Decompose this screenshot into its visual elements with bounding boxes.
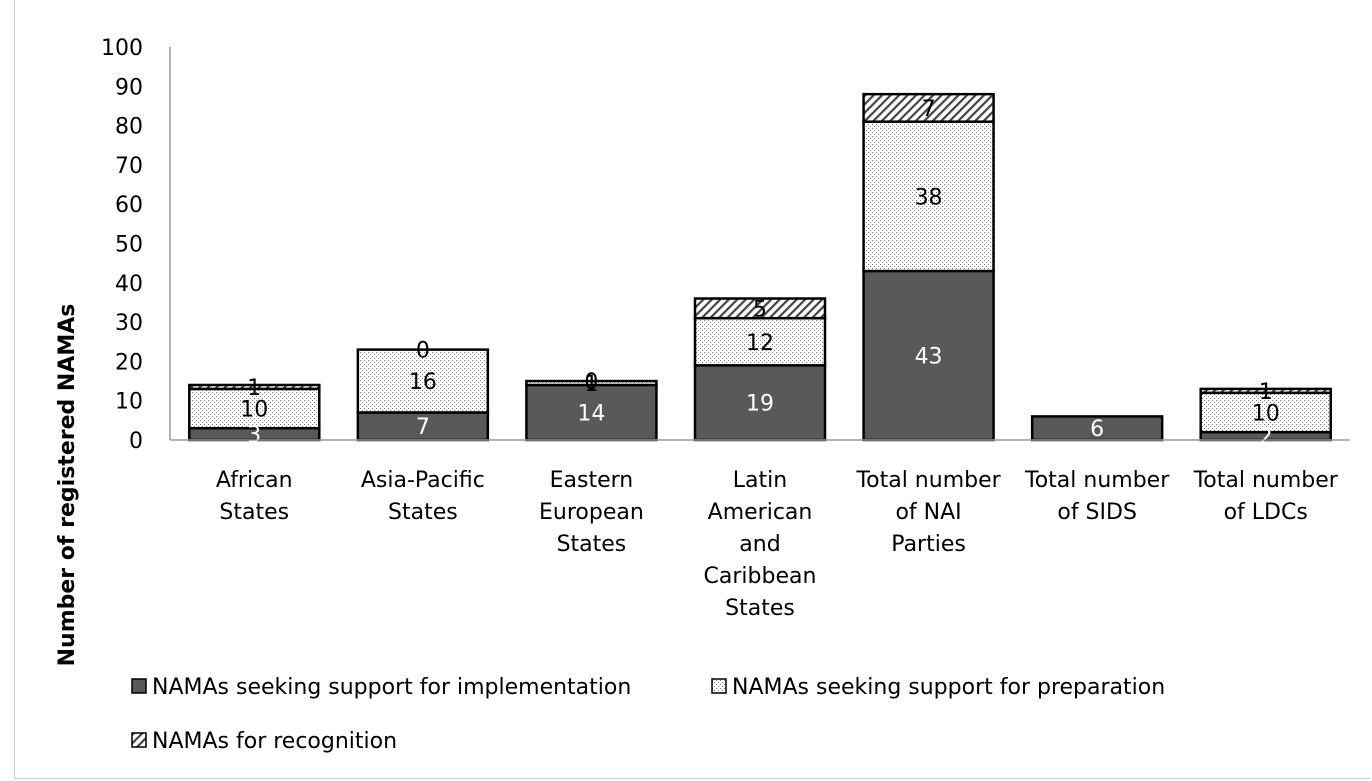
- x-category-label: of LDCs: [1224, 500, 1308, 525]
- y-tick-label: 10: [115, 390, 143, 415]
- legend-label-namas-for-recognition: NAMAs for recognition: [152, 729, 397, 754]
- data-label: 1: [584, 372, 598, 397]
- legend-label-namas-seeking-support-for-implementation: NAMAs seeking support for implementation: [152, 675, 631, 700]
- y-tick-label: 70: [115, 154, 143, 179]
- x-category-label: Latin: [733, 468, 787, 493]
- x-category-label: Total number: [1024, 468, 1170, 493]
- data-label: 5: [753, 297, 767, 322]
- data-label: 0: [416, 339, 430, 364]
- x-category-label: States: [725, 596, 795, 621]
- y-axis-ticks: 0 10 20 30 40 50 60 70 80 90 100: [101, 36, 143, 454]
- x-category-label: Caribbean: [704, 564, 817, 589]
- data-label: 16: [409, 370, 437, 395]
- y-tick-label: 80: [115, 115, 143, 140]
- bar-segment-namas-seeking-support-for-preparation: [693, 316, 827, 367]
- bar-segment-namas-seeking-support-for-preparation: [188, 387, 321, 430]
- data-label: 1: [247, 376, 261, 401]
- y-tick-label: 50: [115, 233, 143, 258]
- bar-segment-namas-for-recognition: [862, 92, 995, 123]
- x-category-label: of NAI: [895, 500, 961, 525]
- data-label: 2: [1259, 425, 1273, 450]
- legend-swatch-namas-for-recognition: [131, 732, 147, 748]
- x-category-label: Total number: [1193, 468, 1339, 493]
- data-label: 7: [922, 97, 936, 122]
- x-category-label: African: [216, 468, 293, 493]
- data-label: 10: [240, 398, 268, 423]
- x-category-label: American: [708, 500, 813, 525]
- legend-swatch-namas-seeking-support-for-implementation: [131, 678, 147, 694]
- y-tick-label: 30: [115, 311, 143, 336]
- x-category-label: States: [388, 500, 458, 525]
- bar-segment-namas-for-recognition: [693, 297, 827, 320]
- data-label: 7: [416, 415, 430, 440]
- x-category-label: States: [219, 500, 289, 525]
- data-label: 6: [1090, 417, 1104, 442]
- x-category-label: European: [539, 500, 644, 525]
- bar-segment-namas-for-recognition: [188, 383, 321, 391]
- bar-segment-namas-seeking-support-for-preparation: [525, 379, 658, 387]
- bars: [188, 92, 1332, 442]
- data-label: 0: [584, 370, 598, 395]
- x-category-label: of SIDS: [1057, 500, 1137, 525]
- legend: NAMAs seeking support for implementation…: [131, 675, 1165, 754]
- data-label: 43: [915, 345, 943, 370]
- y-tick-label: 40: [115, 272, 143, 297]
- y-tick-label: 100: [101, 36, 143, 61]
- x-category-label: Parties: [891, 532, 966, 557]
- data-label: 10: [1252, 401, 1280, 426]
- data-label: 14: [577, 401, 605, 426]
- bar-segment-namas-seeking-support-for-preparation: [356, 348, 490, 414]
- legend-swatch-namas-seeking-support-for-preparation: [711, 678, 727, 694]
- bar-segment-namas-seeking-support-for-preparation: [862, 120, 995, 273]
- legend-label-namas-seeking-support-for-preparation: NAMAs seeking support for preparation: [732, 675, 1165, 700]
- x-category-label: States: [557, 532, 627, 557]
- y-axis-title: Number of registered NAMAs: [55, 304, 80, 667]
- chart-frame: [14, 0, 1370, 779]
- data-label: 1: [1259, 380, 1273, 405]
- data-label: 19: [746, 392, 774, 417]
- bar-segment-namas-for-recognition: [1199, 387, 1332, 395]
- data-label: 3: [247, 423, 261, 448]
- y-tick-label: 20: [115, 350, 143, 375]
- x-category-label: Asia-Pacific: [361, 468, 485, 493]
- data-label: 38: [915, 185, 943, 210]
- bar-segment-namas-seeking-support-for-implementation: [693, 364, 827, 442]
- x-axis-categories: African States Asia-Pacific States Eastern Eu…: [216, 468, 1339, 621]
- x-category-label: Eastern: [550, 468, 634, 493]
- x-category-label: Total number: [855, 468, 1001, 493]
- x-category-label: and: [739, 532, 780, 557]
- y-tick-label: 90: [115, 75, 143, 100]
- y-tick-label: 60: [115, 193, 143, 218]
- data-label: 12: [746, 331, 774, 356]
- y-tick-label: 0: [129, 429, 143, 454]
